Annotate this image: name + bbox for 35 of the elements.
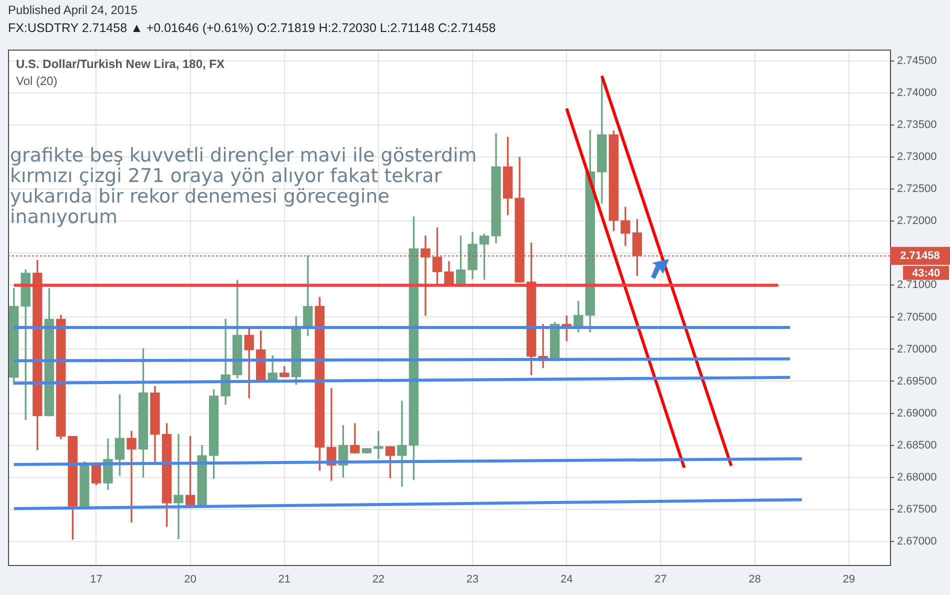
y-tick-label: 2.67000 <box>897 535 937 548</box>
ref-line-label: 2.71458 <box>900 250 940 262</box>
annotation: grafikte beş kuvvetli dirençler mavi ile gösterdim kırmızı çizgi 271 oraya yön alıyor fakat tekrar yukarıda bir rekor denemesi görecegine inanıyorum <box>10 144 477 228</box>
y-tick-label: 2.67500 <box>897 503 937 516</box>
x-tick-label: 28 <box>748 574 761 586</box>
y-tick-label: 2.71000 <box>897 279 937 292</box>
y-tick-label: 2.74000 <box>897 87 937 100</box>
y-tick-label: 2.69000 <box>897 407 937 420</box>
y-tick-label: 2.73000 <box>897 151 937 164</box>
y-tick-label: 2.70500 <box>897 311 937 324</box>
x-tick-label: 22 <box>372 574 385 586</box>
candlestick <box>374 430 384 460</box>
x-tick-label: 17 <box>90 574 102 586</box>
text: U.S. Dollar/Turkish New Lira, 180, FX <box>16 56 225 71</box>
text: FX:USDTRY 2.71458 ▲ +0.01646 (+0.61%) O:2.71819 H:2.72030 L:2.71148 C:2.71458 <box>8 21 496 35</box>
x-tick-label: 20 <box>184 574 196 586</box>
x-tick-label: 23 <box>466 574 479 586</box>
text: 43:40 <box>912 267 940 280</box>
y-tick-label: 2.68500 <box>897 439 937 452</box>
y-tick-label: 2.72000 <box>897 215 937 228</box>
text: Vol (20) <box>16 74 58 88</box>
y-tick-label: 2.74500 <box>897 55 937 68</box>
y-tick-label: 2.70000 <box>897 343 937 356</box>
x-tick-label: 24 <box>560 574 573 586</box>
text: Published April 24, 2015 <box>8 3 138 17</box>
candlestick <box>397 400 407 487</box>
x-tick-label: 21 <box>278 574 290 586</box>
x-tick-label: 29 <box>842 574 855 586</box>
candlestick <box>174 434 184 540</box>
candlestick <box>126 430 136 522</box>
y-tick-label: 2.69500 <box>897 375 937 388</box>
y-tick-label: 2.72500 <box>897 183 937 196</box>
x-tick-label: 27 <box>654 574 667 586</box>
y-tick-label: 2.73500 <box>897 119 937 132</box>
y-tick-label: 2.68000 <box>897 471 937 484</box>
